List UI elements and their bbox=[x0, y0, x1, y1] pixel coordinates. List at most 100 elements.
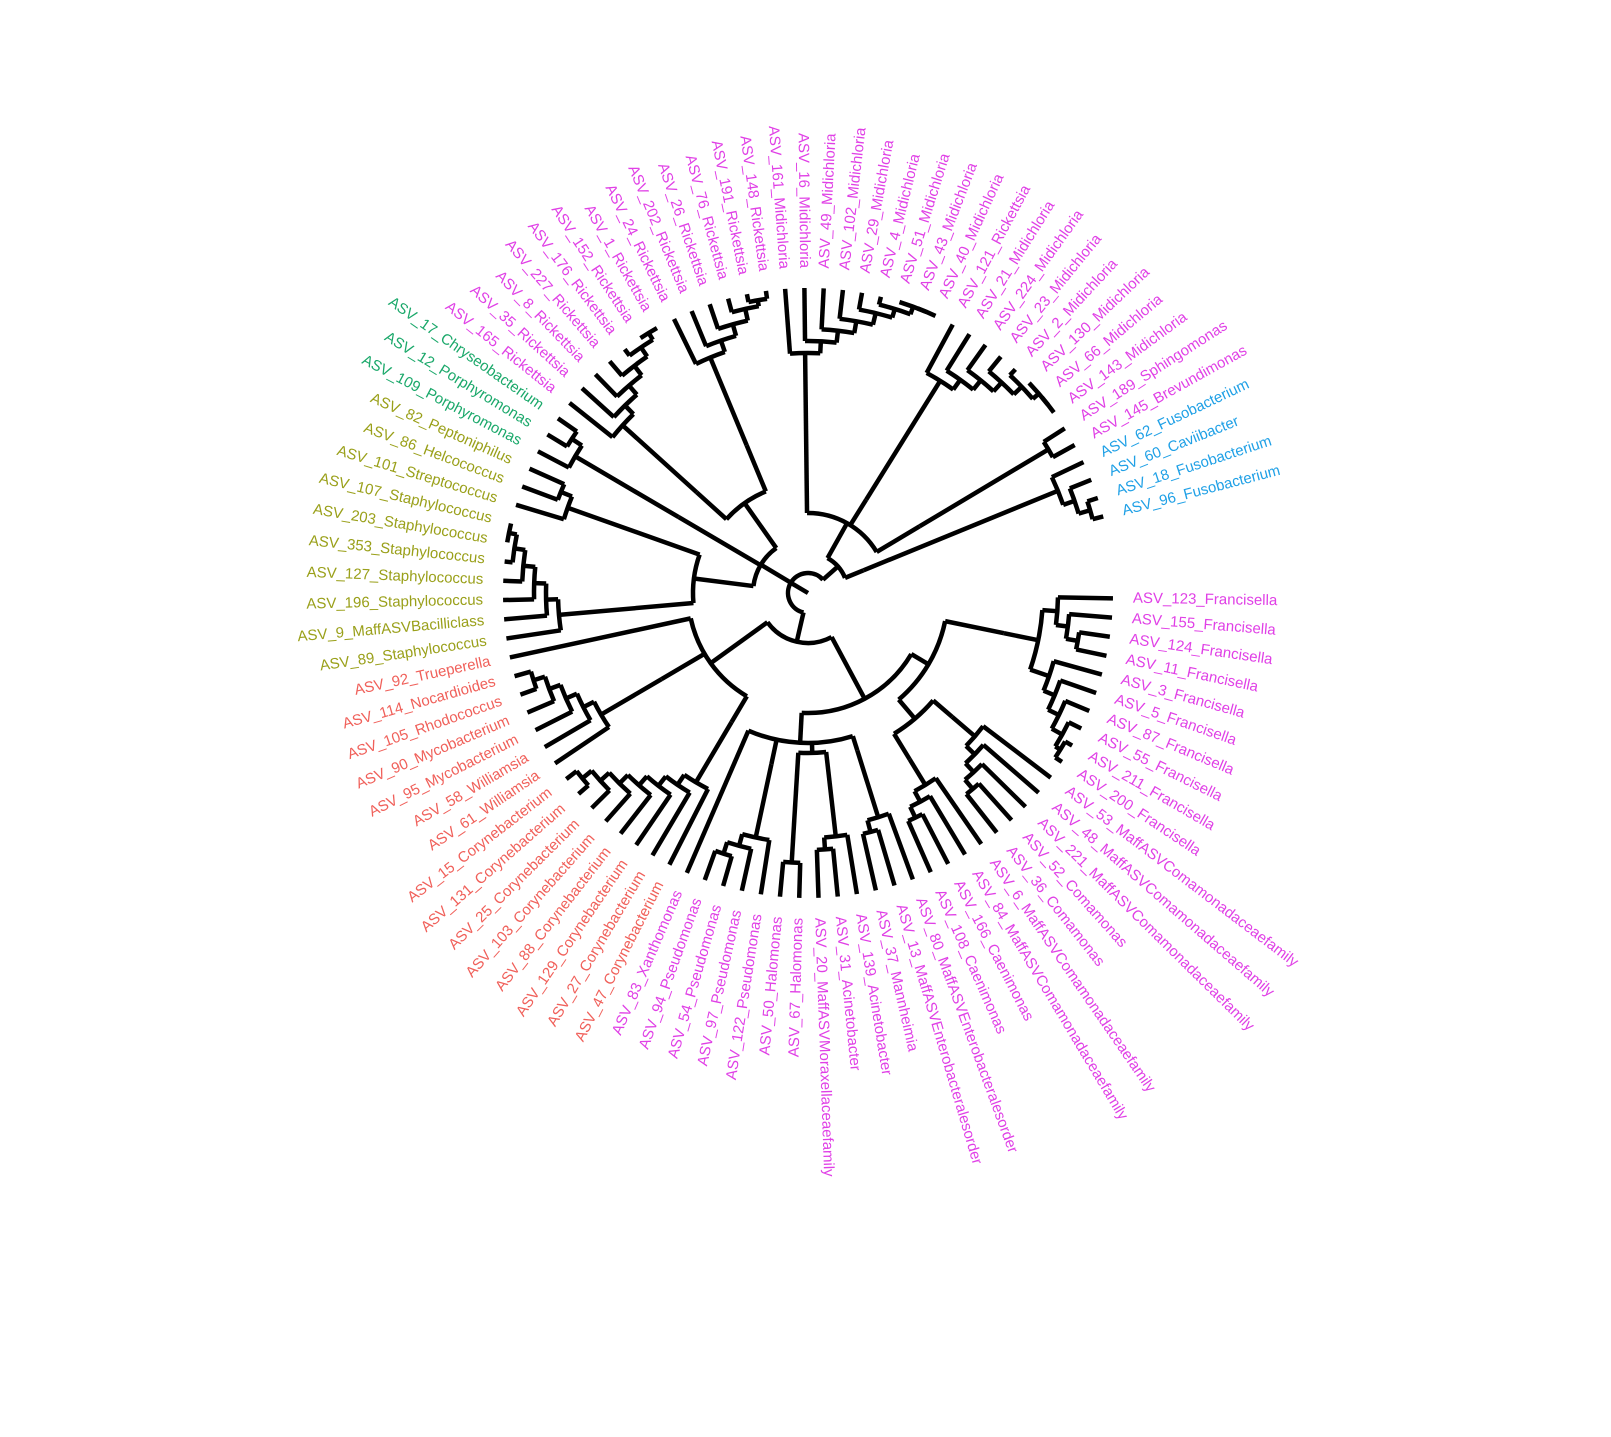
branch-segment bbox=[1029, 667, 1050, 679]
branch-arc bbox=[645, 774, 672, 797]
branch-segment bbox=[503, 597, 535, 603]
branch-segment bbox=[506, 628, 562, 641]
tip-label: ASV_49_Midichloria bbox=[816, 132, 840, 268]
branch-segment bbox=[693, 576, 754, 589]
branch-segment bbox=[964, 792, 999, 834]
branch-segment bbox=[558, 600, 694, 618]
branch-segment bbox=[1068, 611, 1113, 620]
branch-segment bbox=[543, 718, 592, 749]
branch-segment bbox=[671, 318, 699, 365]
branch-arc bbox=[1008, 373, 1035, 401]
branch-segment bbox=[897, 698, 917, 721]
branch-arc bbox=[821, 327, 855, 336]
branch-segment bbox=[556, 416, 579, 434]
branch-segment bbox=[536, 449, 570, 470]
branch-arc bbox=[1028, 609, 1045, 671]
branch-segment bbox=[920, 813, 951, 865]
branch-arc bbox=[620, 354, 649, 378]
branch-segment bbox=[729, 695, 749, 724]
branch-arc bbox=[510, 534, 520, 563]
branch-arc bbox=[592, 700, 611, 729]
branch-arc bbox=[566, 444, 584, 469]
branch-segment bbox=[707, 303, 721, 330]
branch-segment bbox=[515, 502, 565, 522]
branch-segment bbox=[744, 444, 768, 493]
branch-segment bbox=[928, 795, 967, 856]
branch-arc bbox=[519, 549, 528, 582]
branch-segment bbox=[886, 812, 915, 881]
branch-segment bbox=[789, 752, 801, 863]
branch-segment bbox=[850, 735, 860, 752]
branch-arc bbox=[690, 553, 702, 604]
branch-arc bbox=[628, 337, 655, 358]
branch-segment bbox=[1078, 630, 1111, 640]
branch-segment bbox=[864, 379, 943, 501]
branch-segment bbox=[568, 401, 614, 439]
branch-segment bbox=[1053, 658, 1103, 677]
branch-segment bbox=[829, 636, 867, 700]
tip-label: ASV_123_Francisella bbox=[1133, 590, 1278, 610]
branch-arc bbox=[555, 599, 564, 631]
branch-arc bbox=[964, 724, 985, 748]
branch-segment bbox=[650, 791, 692, 857]
branch-segment bbox=[837, 289, 846, 320]
tip-label: ASV_67_Halomonas bbox=[786, 918, 807, 1058]
branch-segment bbox=[1042, 426, 1066, 444]
branch-arc bbox=[714, 848, 733, 859]
branch-segment bbox=[777, 861, 786, 897]
branch-arc bbox=[528, 670, 539, 690]
branch-segment bbox=[521, 484, 559, 502]
branch-segment bbox=[1050, 460, 1085, 480]
branch-arc bbox=[555, 483, 567, 501]
branch-segment bbox=[660, 651, 706, 682]
branch-segment bbox=[796, 862, 803, 898]
branch-segment bbox=[1051, 443, 1076, 460]
branch-segment bbox=[1092, 514, 1104, 522]
branch-segment bbox=[931, 698, 954, 719]
branch-segment bbox=[802, 287, 808, 342]
branch-segment bbox=[845, 834, 860, 895]
branch-segment bbox=[823, 751, 839, 837]
branch-segment bbox=[1067, 720, 1083, 731]
branch-segment bbox=[944, 333, 972, 372]
branch-segment bbox=[593, 372, 619, 399]
branch-segment bbox=[684, 729, 751, 874]
branch-arc bbox=[801, 652, 914, 716]
branch-arc bbox=[1053, 721, 1071, 748]
branch-segment bbox=[875, 524, 921, 554]
branch-segment bbox=[1064, 739, 1074, 748]
branch-arc bbox=[1053, 597, 1061, 626]
branch-segment bbox=[875, 829, 897, 887]
branch-arc bbox=[682, 773, 710, 791]
branch-segment bbox=[856, 292, 865, 310]
branch-segment bbox=[564, 769, 578, 781]
branch-segment bbox=[739, 848, 754, 892]
branch-segment bbox=[977, 782, 1014, 822]
branch-arc bbox=[747, 728, 854, 746]
tip-label: ASV_127_Staphylococcus bbox=[306, 564, 483, 588]
branch-arc bbox=[531, 566, 538, 600]
branch-segment bbox=[709, 620, 769, 665]
branch-segment bbox=[910, 652, 930, 667]
branch-segment bbox=[1042, 607, 1058, 614]
branch-arc bbox=[639, 326, 659, 340]
branch-arc bbox=[765, 620, 833, 646]
branch-segment bbox=[566, 505, 701, 557]
branch-arc bbox=[916, 306, 937, 318]
branch-segment bbox=[1086, 495, 1099, 504]
branch-arc bbox=[724, 489, 767, 521]
branch-segment bbox=[1057, 595, 1113, 601]
branch-segment bbox=[981, 743, 1041, 795]
branch-arc bbox=[789, 350, 821, 356]
branch-segment bbox=[789, 580, 810, 595]
branch-segment bbox=[1075, 647, 1107, 658]
branch-segment bbox=[844, 568, 865, 580]
branch-arc bbox=[913, 776, 938, 794]
branch-arc bbox=[805, 338, 837, 345]
branch-segment bbox=[924, 323, 955, 375]
branch-segment bbox=[509, 616, 692, 660]
tip-labels: ASV_123_FrancisellaASV_155_FrancisellaAS… bbox=[297, 125, 1302, 1177]
branch-segment bbox=[580, 386, 616, 419]
branch-segment bbox=[622, 347, 632, 357]
branch-segment bbox=[1008, 367, 1018, 377]
